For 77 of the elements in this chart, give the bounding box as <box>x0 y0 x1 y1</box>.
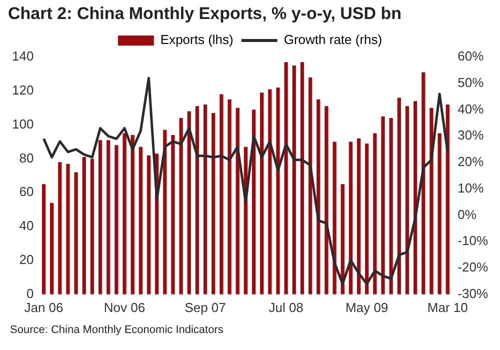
bar <box>146 155 151 294</box>
y-tick-label: 0 <box>26 286 34 301</box>
bar <box>381 116 385 294</box>
bar <box>122 133 126 294</box>
bar <box>106 140 110 294</box>
bar <box>260 92 264 294</box>
bar <box>228 99 232 294</box>
y2-tick-label: 50% <box>458 74 484 90</box>
bar <box>276 88 280 294</box>
y-tick-label: 40 <box>19 218 34 234</box>
y-tick-label: 100 <box>12 116 34 132</box>
bar <box>284 62 288 294</box>
bar <box>356 138 361 294</box>
bar <box>171 135 175 294</box>
y2-tick-label: 10% <box>458 180 484 196</box>
bar <box>292 65 296 294</box>
bar <box>163 130 167 294</box>
bar <box>405 106 410 294</box>
bar <box>300 62 304 294</box>
bar <box>340 184 344 294</box>
bar <box>446 104 450 294</box>
bar <box>187 111 191 294</box>
bar <box>58 162 62 294</box>
y2-tick-label: -10% <box>458 233 488 248</box>
bar <box>114 145 118 294</box>
bar <box>236 108 240 294</box>
bar <box>138 146 142 294</box>
bar <box>50 202 54 294</box>
y2-tick-label: 60% <box>458 48 484 64</box>
chart-title: Chart 2: China Monthly Exports, % y-o-y, USD bn <box>8 4 402 24</box>
bar <box>203 104 208 294</box>
bar <box>373 133 377 294</box>
y-tick-label: 120 <box>12 82 34 98</box>
x-tick-label: Mar 10 <box>427 300 468 315</box>
legend-label: Exports (lhs) <box>160 32 234 48</box>
bar <box>348 142 352 294</box>
bar <box>212 112 216 294</box>
bar <box>98 140 102 294</box>
bar <box>430 108 434 294</box>
y-tick-label: 80 <box>19 150 34 166</box>
x-tick-label: Sep 07 <box>184 300 226 315</box>
bar <box>308 77 312 294</box>
x-tick-label: Jan 06 <box>24 300 64 315</box>
bar <box>316 99 320 294</box>
y2-tick-label: 0% <box>458 206 477 222</box>
y2-tick-label: -30% <box>458 286 488 301</box>
bar <box>438 133 442 294</box>
bar <box>130 135 134 294</box>
bar <box>365 143 369 294</box>
legend-label: Growth rate (rhs) <box>284 32 382 48</box>
bar <box>42 184 46 294</box>
bar <box>66 164 70 294</box>
bar <box>252 110 256 294</box>
bar <box>389 118 393 294</box>
y2-tick-label: 40% <box>458 101 484 116</box>
x-tick-label: Nov 06 <box>104 300 146 315</box>
bar <box>268 89 272 294</box>
y-tick-label: 140 <box>12 48 34 64</box>
bar <box>90 158 94 294</box>
bar <box>397 98 401 294</box>
y2-tick-label: 30% <box>458 128 484 143</box>
x-tick-label: May 09 <box>346 300 388 315</box>
bar <box>82 157 86 294</box>
bar <box>195 106 200 294</box>
bar <box>422 72 426 294</box>
bar <box>332 142 336 294</box>
y-tick-label: 60 <box>19 184 34 200</box>
source-note: Source: China Monthly Economic Indicators <box>10 324 224 336</box>
bar <box>413 101 418 294</box>
y-tick-label: 20 <box>19 252 34 268</box>
x-tick-label: Jul 08 <box>268 300 304 315</box>
y2-tick-label: 20% <box>458 154 484 170</box>
bar <box>179 118 183 294</box>
bar <box>324 106 328 294</box>
bar <box>220 94 224 294</box>
bar <box>74 172 78 294</box>
y2-tick-label: -20% <box>458 260 488 275</box>
